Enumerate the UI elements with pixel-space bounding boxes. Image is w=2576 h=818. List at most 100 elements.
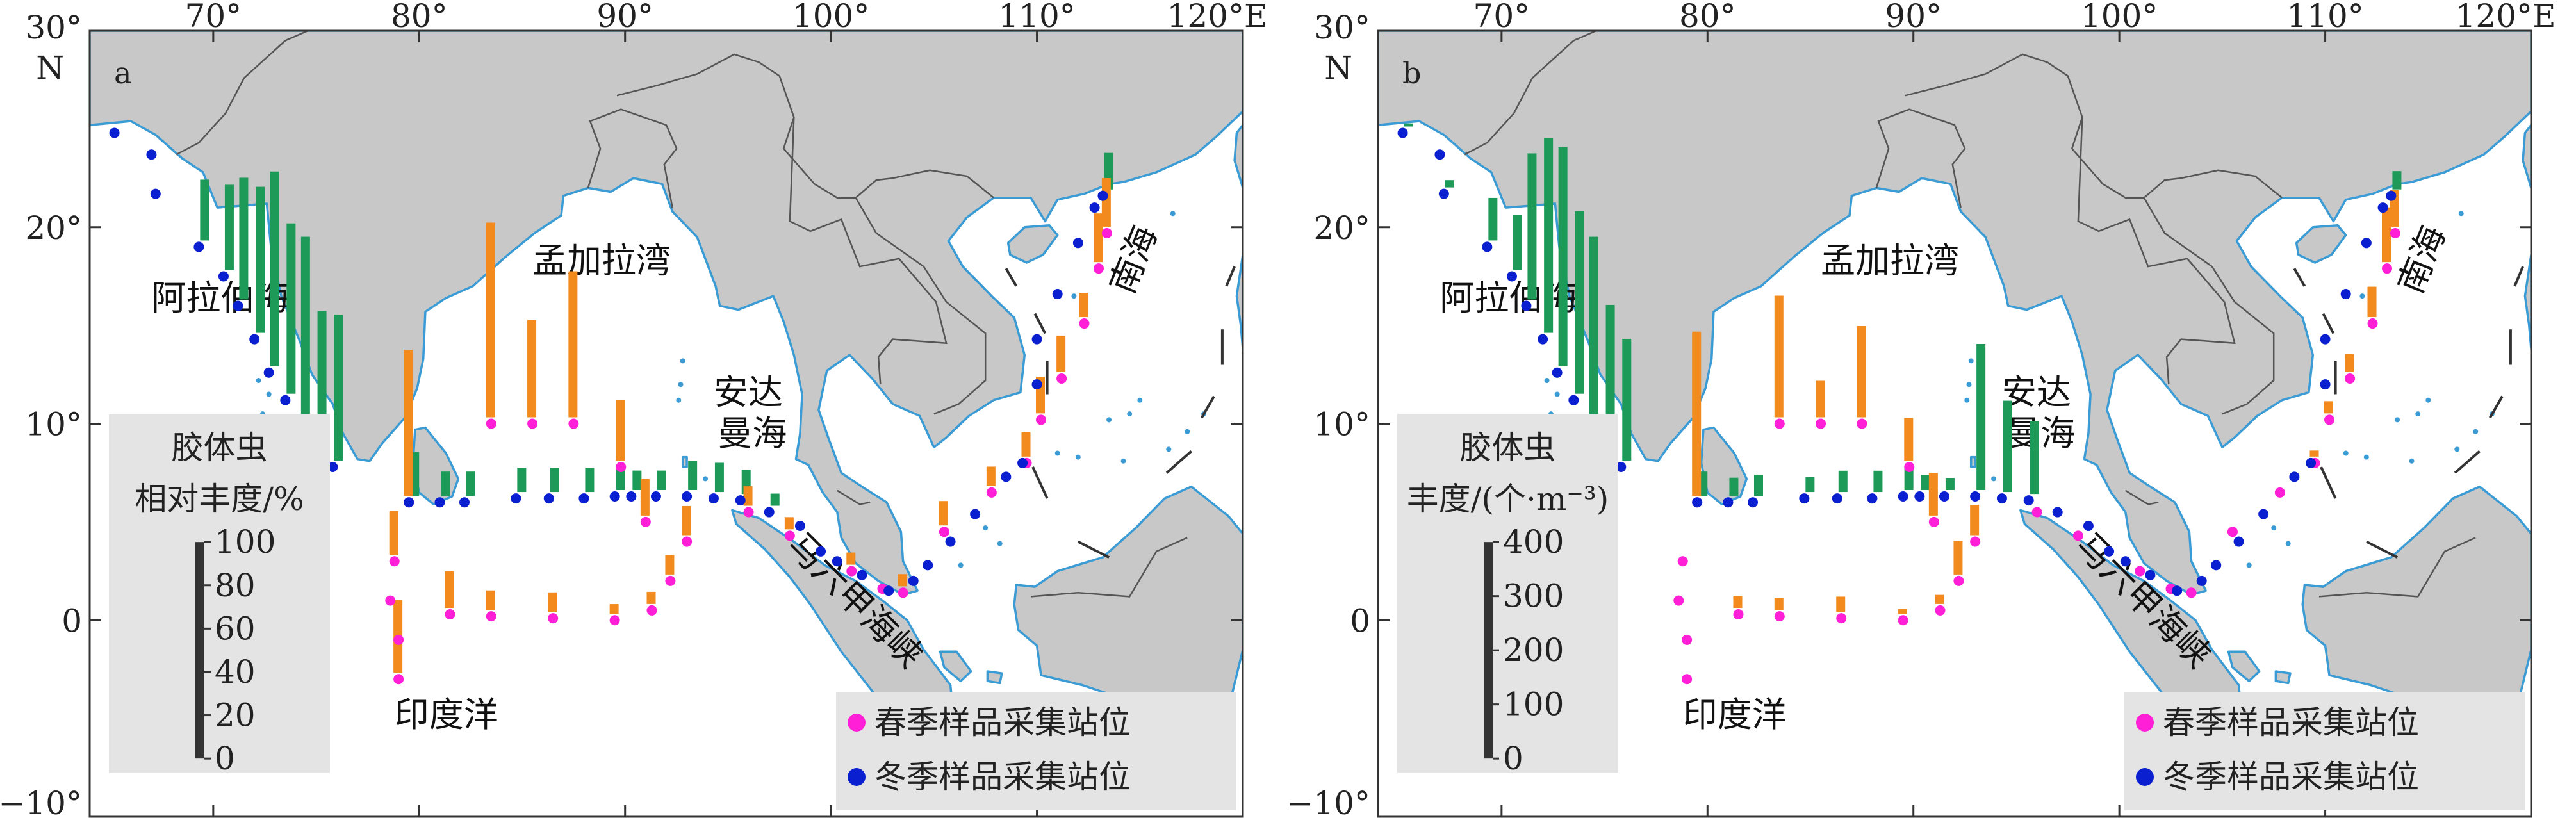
- small-island: [983, 525, 989, 531]
- winter-station: [459, 497, 470, 508]
- land-belitung: [986, 670, 1003, 685]
- country-border: [1905, 53, 2283, 199]
- small-island: [1075, 454, 1081, 460]
- spring-bar: [1056, 335, 1066, 372]
- spring-station: [568, 418, 579, 429]
- legend-winter-label: 冬季样品采集站位: [874, 758, 1131, 796]
- winter-bar: [770, 493, 780, 506]
- winter-station: [2052, 507, 2063, 518]
- spring-bar: [1970, 505, 1980, 536]
- country-border: [1464, 31, 1597, 156]
- lon-label: 70°: [1473, 0, 1530, 35]
- winter-station: [1482, 241, 1493, 252]
- winter-station: [1568, 395, 1579, 405]
- small-island: [2359, 293, 2365, 299]
- winter-bar: [1754, 474, 1763, 496]
- scale-box: [109, 414, 330, 773]
- spring-station: [2324, 414, 2334, 425]
- scale-tick-label: 40: [215, 653, 256, 691]
- land-bangka: [2227, 650, 2261, 683]
- spring-station: [1682, 674, 1693, 685]
- winter-bar: [441, 471, 450, 496]
- spring-station: [393, 674, 404, 685]
- winter-station: [2320, 334, 2331, 345]
- country-border: [2077, 117, 2236, 385]
- winter-station: [650, 491, 661, 502]
- spring-station: [1101, 227, 1112, 238]
- country-border: [2318, 537, 2476, 598]
- spring-bar: [616, 399, 625, 461]
- winter-bar: [1558, 147, 1568, 366]
- spring-station: [2390, 227, 2400, 238]
- legend-spring-label: 春季样品采集站位: [2163, 704, 2419, 741]
- legend-spring-marker: [848, 714, 866, 732]
- lon-label: 100°: [2081, 0, 2158, 35]
- lon-label: 120°E: [2456, 0, 2556, 35]
- winter-station: [626, 491, 637, 502]
- winter-station: [578, 493, 589, 504]
- winter-station: [1939, 491, 1949, 502]
- small-island: [676, 397, 682, 403]
- spring-bar: [1935, 594, 1944, 604]
- nine-dash-segment: [1225, 266, 1236, 287]
- spring-station: [2135, 566, 2145, 577]
- sea-label-andaman-sea-2: 曼海: [718, 413, 787, 454]
- land-eurasia: [90, 31, 1243, 596]
- spring-bar: [2324, 401, 2333, 414]
- spring-station: [2186, 587, 2197, 598]
- spring-bar: [1857, 326, 1866, 418]
- spring-station: [1953, 575, 1964, 586]
- winter-station: [794, 521, 805, 532]
- winter-station: [1723, 497, 1734, 508]
- scale-title-line2: 相对丰度/%: [135, 480, 304, 518]
- winter-bar: [1544, 138, 1554, 333]
- land-taiwan: [2522, 124, 2531, 190]
- lon-label: 100°: [792, 0, 869, 35]
- nine-dash-segment: [2365, 540, 2399, 559]
- land-luzon: [1235, 253, 1243, 350]
- scale-tick-label: 0: [1503, 740, 1523, 777]
- spring-station: [2031, 507, 2042, 518]
- spring-bar: [846, 552, 856, 565]
- winter-bar: [1921, 475, 1930, 490]
- sea-label-andaman-sea-1: 安达: [2002, 372, 2071, 413]
- winter-station: [2377, 202, 2388, 213]
- winter-station: [1031, 334, 1042, 345]
- winter-station: [511, 493, 521, 504]
- sea-label-bay-of-bengal: 孟加拉湾: [1821, 240, 1959, 281]
- lat-label: 0: [62, 602, 82, 639]
- small-island: [958, 562, 964, 568]
- scale-tick-label: 20: [215, 697, 256, 734]
- spring-station: [1816, 418, 1826, 429]
- winter-bar: [1805, 477, 1815, 493]
- small-island: [2415, 411, 2421, 417]
- land-bangka: [939, 650, 972, 683]
- spring-station: [743, 507, 754, 518]
- winter-station: [2306, 457, 2317, 468]
- lat-label: −10°: [1288, 785, 1370, 818]
- nine-dash-segment: [1031, 466, 1049, 499]
- small-island: [2363, 454, 2369, 460]
- spring-bar: [1079, 293, 1088, 318]
- country-border: [616, 53, 994, 199]
- lon-label: 70°: [185, 0, 242, 35]
- winter-station: [543, 493, 554, 504]
- spring-station: [1774, 418, 1785, 429]
- winter-station: [1521, 300, 1532, 311]
- scale-tick-label: 80: [215, 567, 256, 604]
- spring-bar: [682, 505, 691, 536]
- winter-station: [2211, 560, 2222, 571]
- winter-bar: [224, 184, 234, 270]
- spring-station: [527, 418, 538, 429]
- winter-station: [233, 300, 243, 311]
- winter-station: [1031, 379, 1042, 390]
- nine-dash-segment: [1077, 540, 1110, 559]
- winter-bar: [1976, 343, 1986, 490]
- spring-station: [385, 595, 396, 606]
- nine-dash-segment: [1033, 313, 1047, 334]
- lat-hemisphere-label: N: [1324, 49, 1352, 86]
- small-island: [2246, 562, 2252, 568]
